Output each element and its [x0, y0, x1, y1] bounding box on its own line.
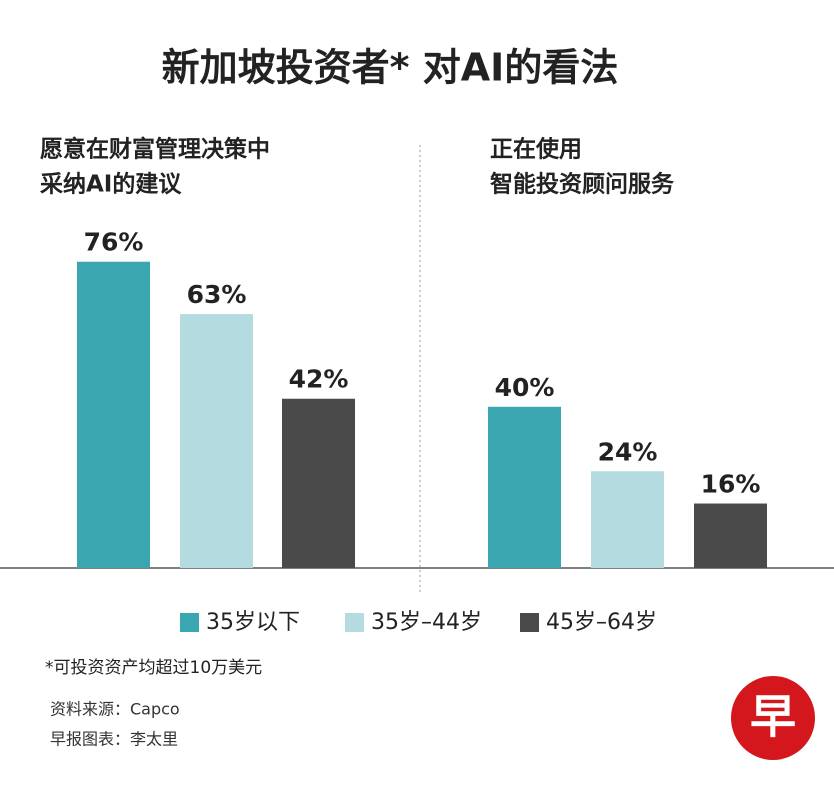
chart-title: 新加坡投资者* 对AI的看法 [162, 46, 619, 90]
bar [694, 503, 767, 568]
legend-label: 35岁以下 [206, 610, 300, 635]
legend-label: 35岁–44岁 [371, 610, 482, 635]
logo: 早 [750, 690, 796, 744]
panel-title: 智能投资顾问服务 [490, 171, 675, 198]
value-label: 63% [187, 280, 247, 309]
bar [591, 471, 664, 568]
panel-title: 愿意在财富管理决策中 [40, 136, 270, 163]
legend-swatch [520, 613, 539, 632]
legend-label: 45岁–64岁 [546, 610, 657, 635]
bar [282, 398, 355, 568]
value-label: 16% [701, 470, 761, 499]
panel-title: 正在使用 [490, 136, 582, 163]
value-label: 76% [84, 228, 144, 257]
value-label: 24% [598, 437, 658, 466]
credit: 早报图表：李太里 [50, 730, 178, 749]
bar [488, 406, 561, 568]
logo-circle [731, 676, 815, 760]
panel-title: 采纳AI的建议 [40, 171, 182, 198]
value-label: 40% [495, 373, 555, 402]
bar [180, 314, 253, 568]
source: 资料来源：Capco [50, 700, 180, 719]
legend-swatch [345, 613, 364, 632]
footnote: *可投资资产均超过10万美元 [45, 658, 262, 678]
value-label: 42% [289, 365, 349, 394]
bar [77, 261, 150, 568]
legend-swatch [180, 613, 199, 632]
